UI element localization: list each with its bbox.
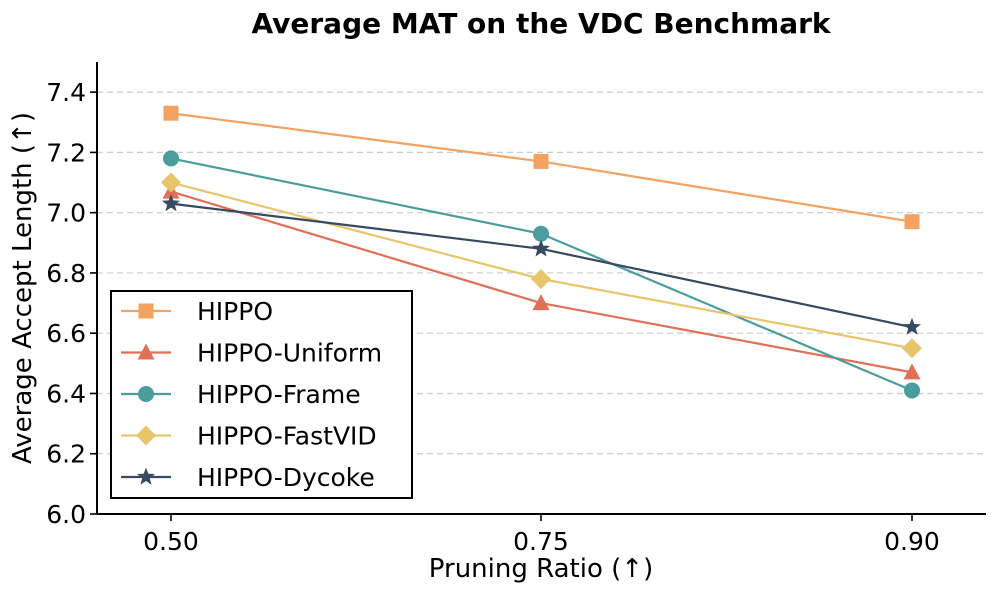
legend-item: HIPPO-FastVID xyxy=(121,422,377,451)
legend-marker xyxy=(136,425,156,446)
legend-item: HIPPO-Frame xyxy=(121,380,361,409)
ticks: 6.0 6.2 6.4 6.6 6.8 7.0 7.2 7.4 0.50 0.75 0.90 xyxy=(46,78,940,556)
chart-title: Average MAT on the VDC Benchmark xyxy=(251,7,831,40)
series-hippo xyxy=(163,105,920,230)
legend: HIPPO HIPPO-Uniform HIPPO-Frame HIPPO-FastV… xyxy=(110,290,413,499)
data-point xyxy=(532,294,550,311)
data-point xyxy=(903,363,921,380)
data-point xyxy=(533,225,549,242)
legend-item: HIPPO-Dycoke xyxy=(121,463,375,492)
legend-marker xyxy=(136,467,156,485)
series-hippo-dycoke xyxy=(161,194,922,335)
x-axis-label: Pruning Ratio (↑) xyxy=(429,554,653,584)
legend-marker xyxy=(138,386,154,402)
legend-label: HIPPO xyxy=(197,297,273,326)
y-tick-label: 6.8 xyxy=(46,259,86,288)
legend-item: HIPPO xyxy=(121,297,273,326)
series-hippo-fastvid xyxy=(161,172,922,359)
data-point xyxy=(902,317,922,335)
legend-label: HIPPO-Dycoke xyxy=(197,463,375,492)
data-point xyxy=(161,172,181,193)
data-point xyxy=(904,214,920,230)
data-point xyxy=(531,268,551,289)
y-tick-label: 6.0 xyxy=(46,500,86,529)
data-point xyxy=(163,105,179,121)
legend-marker xyxy=(138,303,154,319)
data-point xyxy=(533,153,549,169)
legend-item: HIPPO-Uniform xyxy=(121,339,382,368)
y-axis-label: Average Accept Length (↑) xyxy=(8,112,38,464)
x-tick-label: 0.50 xyxy=(143,527,199,556)
data-point xyxy=(161,194,181,212)
legend-label: HIPPO-Uniform xyxy=(197,339,382,368)
legend-label: HIPPO-FastVID xyxy=(197,422,377,451)
data-point xyxy=(531,239,551,257)
series-hippo-uniform xyxy=(162,182,921,380)
y-tick-label: 6.4 xyxy=(46,379,86,408)
series-hippo-frame xyxy=(163,150,920,399)
legend-marker xyxy=(137,343,155,360)
y-tick-label: 6.2 xyxy=(46,440,86,469)
data-point xyxy=(902,338,922,359)
x-tick-label: 0.75 xyxy=(513,527,569,556)
y-tick-label: 7.2 xyxy=(46,138,86,167)
legend-label: HIPPO-Frame xyxy=(197,380,361,409)
y-tick-label: 7.4 xyxy=(46,78,86,107)
y-tick-label: 7.0 xyxy=(46,199,86,228)
y-tick-label: 6.6 xyxy=(46,319,86,348)
data-point xyxy=(163,150,179,167)
series xyxy=(161,105,922,399)
data-point xyxy=(904,382,920,399)
x-tick-label: 0.90 xyxy=(884,527,940,556)
